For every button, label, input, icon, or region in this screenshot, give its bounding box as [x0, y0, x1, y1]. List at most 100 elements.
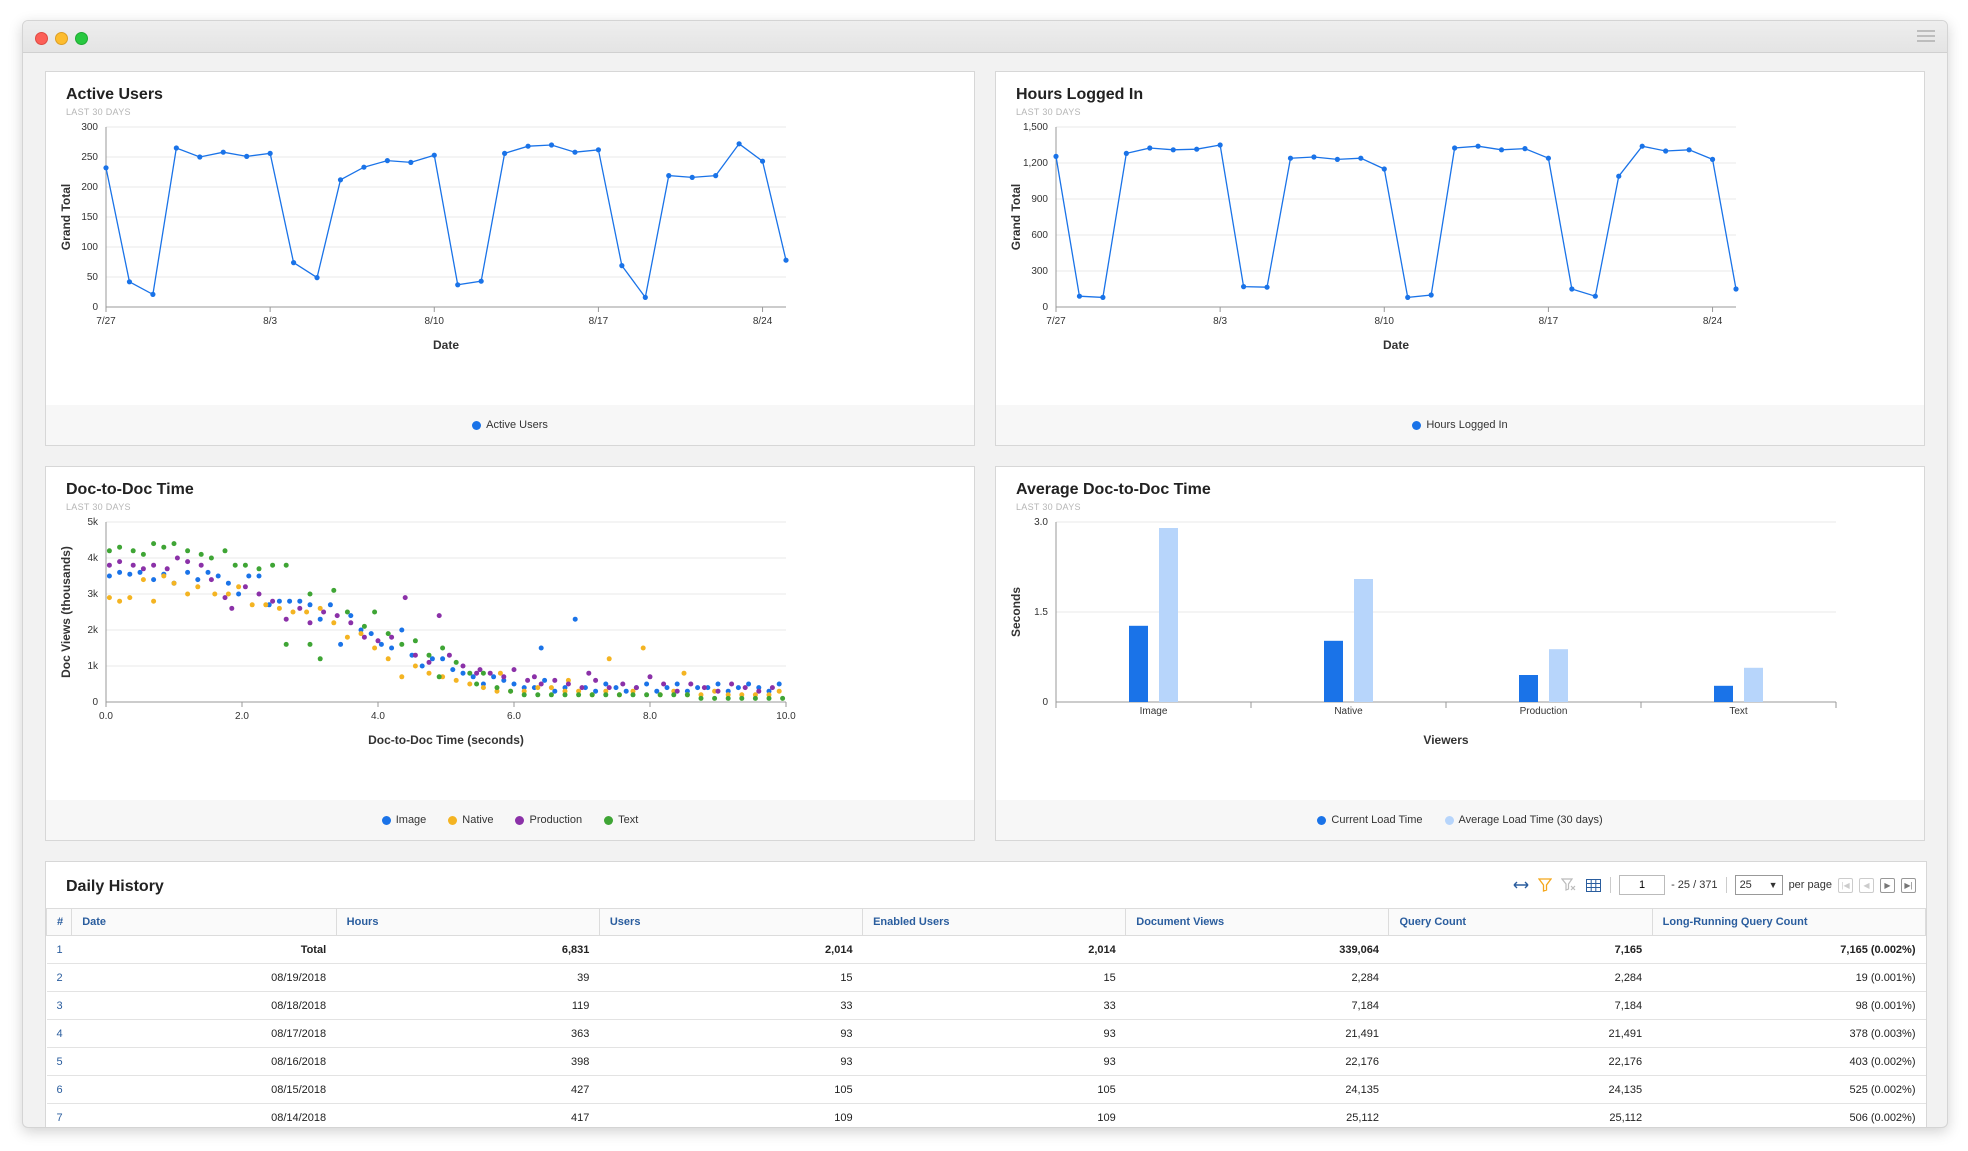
scatter-point — [205, 569, 211, 575]
data-point — [1686, 147, 1692, 153]
daily-history-title: Daily History — [66, 878, 164, 895]
column-header-hours[interactable]: Hours — [335, 908, 600, 936]
table-row-total[interactable]: 1 Total 6,831 2,014 2,014 339,064 7,165 … — [46, 935, 1926, 964]
scatter-point — [593, 677, 599, 683]
scatter-point — [633, 685, 639, 691]
next-page-button[interactable]: ▶ — [1880, 877, 1895, 893]
data-point — [103, 165, 109, 171]
cell-enabled-users: 2,014 — [862, 935, 1126, 964]
prev-page-button[interactable]: ◀ — [1859, 877, 1874, 893]
column-header-enabled-users[interactable]: Enabled Users — [862, 908, 1127, 936]
scatter-point — [695, 685, 701, 691]
scatter-point — [106, 562, 112, 568]
page-number-input[interactable] — [1619, 875, 1666, 895]
cell-enabled-users: 93 — [862, 1047, 1126, 1076]
filter-icon[interactable] — [1536, 876, 1554, 894]
table-row[interactable]: 3 08/18/2018 119 33 33 7,184 7,184 98 (0… — [46, 991, 1926, 1020]
scatter-point — [657, 692, 663, 698]
scatter-point — [130, 562, 136, 568]
scatter-point — [236, 591, 242, 597]
legend-dot — [472, 420, 482, 430]
legend-item-current-load[interactable]: Current Load Time — [1317, 814, 1423, 826]
scatter-point — [766, 688, 772, 694]
x-axis-title: Viewers — [1423, 733, 1468, 747]
y-tick-label: 1,200 — [1023, 158, 1048, 169]
scatter-point — [287, 598, 293, 604]
legend-item-production[interactable]: Production — [515, 814, 582, 826]
cell-long-running: 403 (0.002%) — [1652, 1047, 1926, 1076]
scatter-point — [440, 656, 446, 662]
minimize-window-button[interactable] — [55, 32, 68, 45]
column-header-query-count[interactable]: Query Count — [1388, 908, 1653, 936]
scatter-point — [562, 688, 568, 694]
scatter-point — [480, 681, 486, 687]
cell-date: 08/15/2018 — [71, 1075, 337, 1104]
scatter-point — [372, 609, 378, 615]
hamburger-icon[interactable] — [1917, 30, 1935, 44]
x-tick-label: 0.0 — [99, 711, 113, 722]
scatter-point — [317, 605, 323, 611]
cell-query-count: 21,491 — [1388, 1019, 1653, 1048]
resize-icon[interactable] — [1512, 876, 1530, 894]
scatter-point — [137, 569, 143, 575]
scatter-point — [389, 645, 395, 651]
scatter-point — [222, 595, 228, 601]
scatter-point — [368, 631, 374, 637]
columns-icon[interactable] — [1584, 876, 1602, 894]
scatter-point — [151, 562, 157, 568]
scatter-point — [304, 609, 310, 615]
per-page-select[interactable]: 25 ▼ — [1734, 875, 1783, 895]
close-window-button[interactable] — [35, 32, 48, 45]
x-tick-label: Native — [1334, 706, 1363, 717]
table-row[interactable]: 2 08/19/2018 39 15 15 2,284 2,284 19 (0.… — [46, 963, 1926, 992]
scatter-point — [297, 598, 303, 604]
legend-item-hours-logged[interactable]: Hours Logged In — [1412, 419, 1508, 431]
data-point — [1076, 293, 1083, 299]
legend-item-average-load[interactable]: Average Load Time (30 days) — [1444, 814, 1603, 826]
data-point — [455, 282, 461, 288]
row-index: 4 — [46, 1019, 72, 1048]
data-point — [1170, 147, 1176, 153]
per-page-label: per page — [1788, 879, 1832, 891]
legend-label: Hours Logged In — [1426, 419, 1508, 431]
scatter-point — [130, 548, 136, 554]
x-tick-label: 8/17 — [589, 316, 609, 327]
legend-label: Image — [395, 814, 427, 826]
scatter-point — [161, 573, 167, 579]
panel-subtitle: LAST 30 DAYS — [1016, 107, 1081, 117]
column-header-long-running-query-count[interactable]: Long-Running Query Count — [1651, 908, 1926, 936]
legend-item-image[interactable]: Image — [381, 814, 427, 826]
cell-query-count: 22,176 — [1388, 1047, 1653, 1076]
column-header-index[interactable]: # — [46, 908, 73, 936]
column-header-date[interactable]: Date — [71, 908, 337, 936]
y-tick-label: 900 — [1031, 194, 1048, 205]
scatter-point — [317, 616, 323, 622]
panel-title: Active Users — [66, 86, 163, 103]
legend-item-text[interactable]: Text — [604, 814, 638, 826]
data-point — [1287, 155, 1294, 161]
table-row[interactable]: 6 08/15/2018 427 105 105 24,135 24,135 5… — [46, 1075, 1926, 1104]
scatter-point — [290, 609, 296, 615]
scatter-point — [576, 692, 582, 698]
row-index: 3 — [46, 991, 72, 1020]
chart-legend: Current Load Time Average Load Time (30 … — [996, 800, 1924, 840]
scatter-point — [331, 587, 337, 593]
legend-item-native[interactable]: Native — [448, 814, 493, 826]
legend-item-active-users[interactable]: Active Users — [472, 419, 548, 431]
table-row[interactable]: 4 08/17/2018 363 93 93 21,491 21,491 378… — [46, 1019, 1926, 1048]
maximize-window-button[interactable] — [75, 32, 88, 45]
scatter-point — [399, 627, 405, 633]
daily-history-panel: Daily History - 25 / 371 25 ▼ per page — [45, 861, 1927, 1127]
scatter-point — [375, 638, 381, 644]
cell-users: 33 — [599, 991, 863, 1020]
column-header-document-views[interactable]: Document Views — [1125, 908, 1390, 936]
first-page-button[interactable]: |◀ — [1838, 877, 1853, 893]
title-bar — [23, 21, 1947, 53]
column-header-users[interactable]: Users — [598, 908, 864, 936]
table-row[interactable]: 7 08/14/2018 417 109 109 25,112 25,112 5… — [46, 1103, 1926, 1127]
data-point — [548, 142, 555, 148]
last-page-button[interactable]: ▶| — [1901, 877, 1916, 893]
table-row[interactable]: 5 08/16/2018 398 93 93 22,176 22,176 403… — [46, 1047, 1926, 1076]
clear-filter-icon[interactable] — [1560, 876, 1578, 894]
y-tick-label: 1k — [87, 661, 99, 672]
